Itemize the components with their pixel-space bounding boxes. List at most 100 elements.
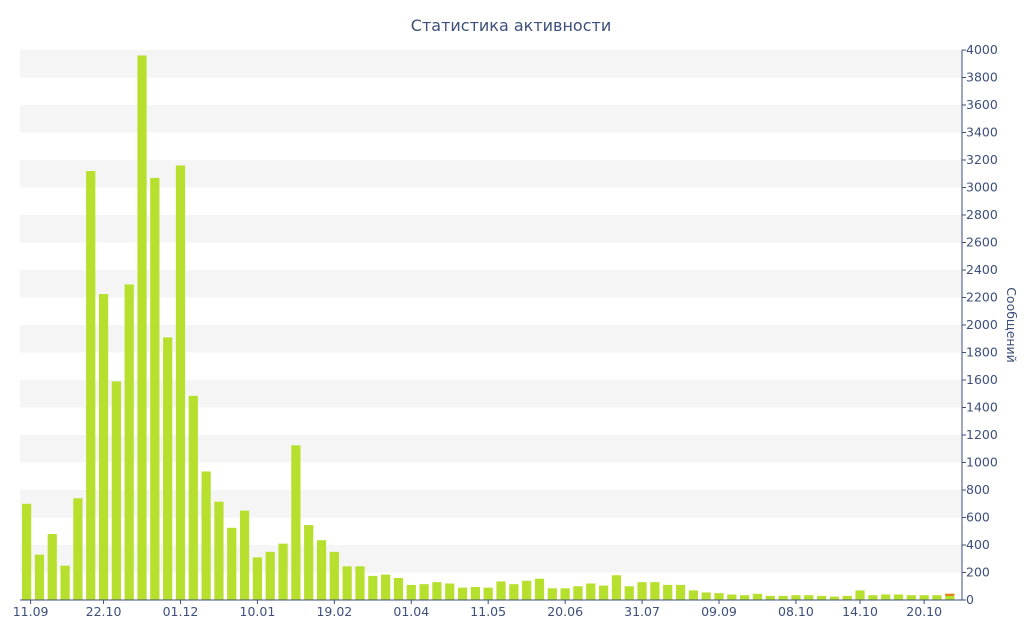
bar (175, 165, 186, 600)
chart-title: Статистика активности (411, 16, 611, 35)
y-tick-label: 3000 (966, 180, 998, 195)
bar (252, 557, 263, 601)
x-tick-label: 01.12 (163, 604, 199, 619)
bar (547, 588, 557, 600)
y-tick-label: 2000 (966, 317, 998, 332)
bar (522, 580, 532, 600)
bar (150, 177, 160, 601)
x-tick-label: 11.05 (470, 604, 506, 619)
bar (393, 578, 404, 600)
bar (342, 566, 352, 600)
x-tick-label: 22.10 (86, 604, 122, 619)
bar (214, 501, 224, 600)
bar (73, 498, 83, 600)
bar (893, 594, 904, 600)
grid-bands (20, 50, 962, 573)
y-tick-label: 400 (966, 537, 990, 552)
bar (291, 445, 301, 600)
bar (573, 586, 583, 600)
bar (227, 527, 237, 600)
x-axis-ticks: 11.09 22.10 01.12 10.01 19.02 01.04 11.05 20.06… (13, 600, 942, 619)
bar (304, 525, 314, 600)
bar (829, 596, 840, 600)
bar (111, 381, 121, 601)
bar (47, 534, 57, 600)
bar (727, 594, 737, 600)
bar (624, 586, 634, 600)
bar (650, 582, 660, 601)
bar (509, 584, 519, 600)
bar (611, 575, 622, 600)
grid-band (20, 435, 962, 463)
y-tick-label: 2800 (966, 207, 998, 222)
x-tick-label: 19.02 (316, 604, 352, 619)
bar (22, 503, 32, 600)
bar (60, 565, 70, 601)
bar (752, 593, 763, 600)
bar (86, 171, 96, 600)
bar (470, 586, 480, 600)
y-tick-label: 2600 (966, 235, 998, 250)
bar (381, 574, 391, 600)
grid-band (20, 215, 962, 243)
y-axis-label: Сообщений (1004, 287, 1019, 363)
bar (688, 590, 698, 601)
x-tick-label: 10.01 (240, 604, 276, 619)
grid-band (20, 160, 962, 188)
y-axis-ticks: 0 200 400 600 800 1000 1200 1400 1600 1800 2000 220… (962, 42, 998, 607)
x-tick-label: 08.10 (778, 604, 814, 619)
grid-band (20, 50, 962, 78)
bar (419, 584, 429, 600)
y-tick-label: 2200 (966, 290, 998, 305)
bar (201, 471, 211, 600)
bar (137, 55, 147, 600)
grid-band (20, 545, 962, 573)
bar (432, 582, 442, 601)
bar (534, 578, 545, 600)
y-tick-label: 1000 (966, 455, 998, 470)
bar (701, 592, 711, 600)
grid-band (20, 105, 962, 133)
bar (906, 595, 916, 600)
y-tick-label: 1400 (966, 400, 998, 415)
bar (239, 510, 250, 601)
bar (406, 584, 416, 601)
bar (188, 395, 198, 600)
bar-highlight (945, 593, 955, 596)
bar (778, 595, 788, 601)
y-tick-label: 800 (966, 482, 990, 497)
bar (316, 540, 327, 600)
bar (945, 593, 955, 600)
x-tick-label: 20.10 (906, 604, 942, 619)
x-tick-label: 11.09 (13, 604, 49, 619)
bar (663, 584, 673, 601)
bar (98, 294, 109, 600)
bar (329, 551, 339, 601)
y-tick-label: 3200 (966, 152, 998, 167)
bar (496, 581, 506, 600)
bar (765, 595, 775, 601)
y-tick-label: 600 (966, 510, 990, 525)
bar (637, 582, 647, 601)
bar (368, 575, 378, 600)
bar (804, 595, 814, 600)
y-tick-label: 200 (966, 565, 990, 580)
bar (740, 595, 750, 600)
bar (881, 594, 891, 600)
bar (278, 543, 288, 601)
x-tick-label: 01.04 (393, 604, 429, 619)
bar (34, 554, 45, 601)
y-tick-label: 1200 (966, 427, 998, 442)
grid-band (20, 380, 962, 408)
y-tick-label: 2400 (966, 262, 998, 277)
y-tick-label: 4000 (966, 42, 998, 57)
grid-band (20, 490, 962, 518)
bar (163, 337, 173, 601)
grid-band (20, 270, 962, 298)
bar (560, 588, 570, 600)
bar (586, 583, 596, 600)
y-tick-label: 1600 (966, 372, 998, 387)
y-tick-label: 3800 (966, 70, 998, 85)
bar (598, 585, 609, 600)
